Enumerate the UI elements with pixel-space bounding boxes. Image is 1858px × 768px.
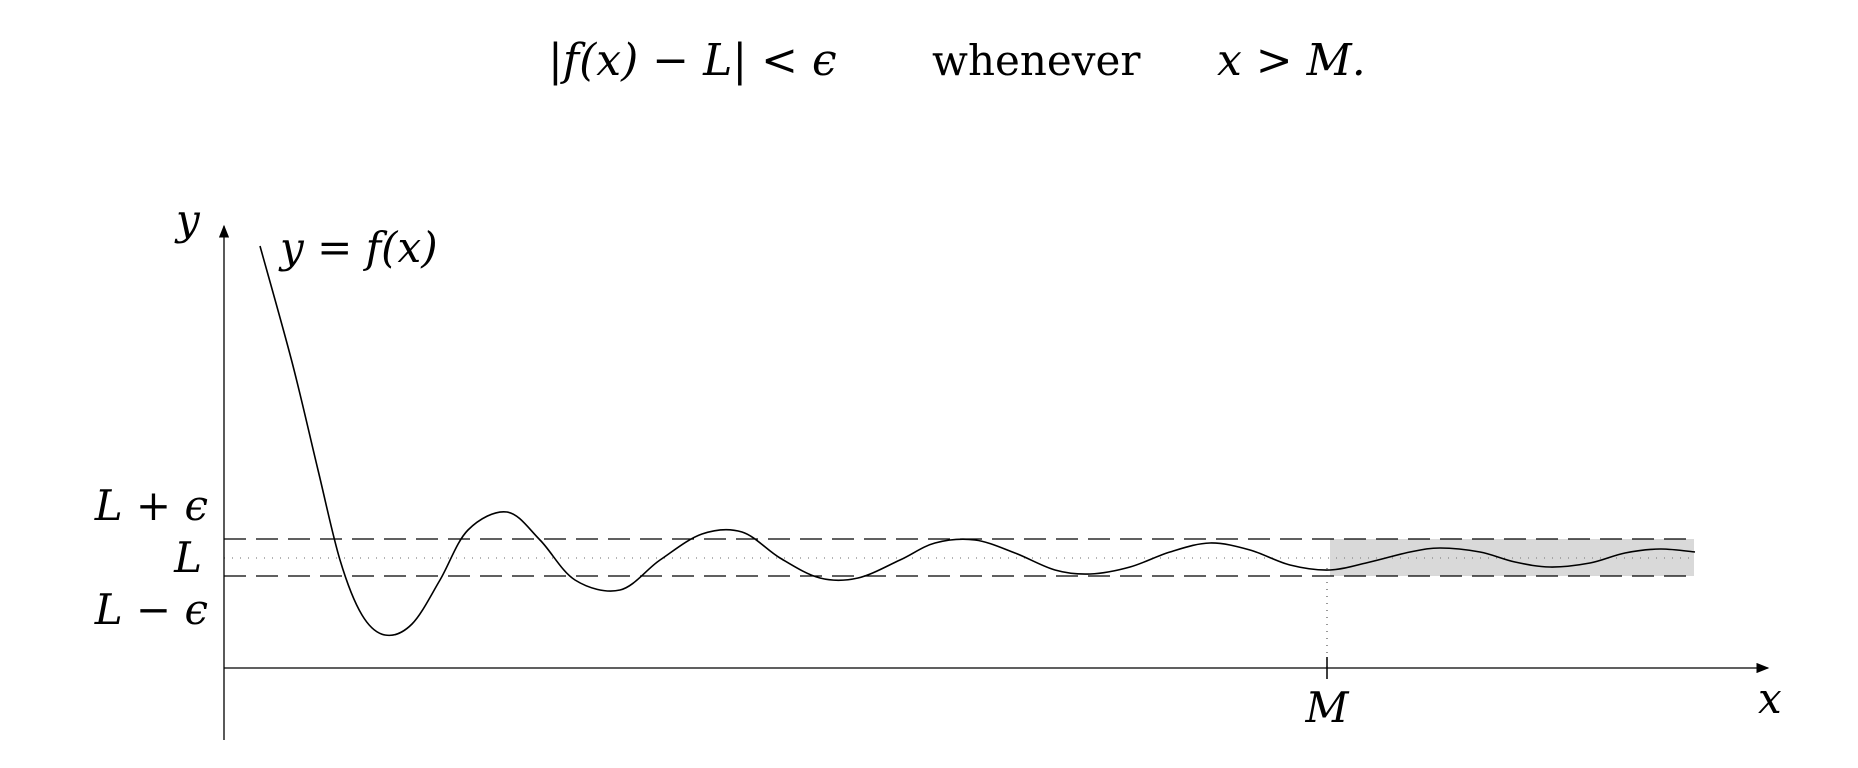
limit-label: L — [173, 533, 202, 582]
m-label: M — [1304, 683, 1349, 732]
x-axis-label: x — [1758, 674, 1782, 723]
upper-bound-label: L + ϵ — [94, 481, 208, 530]
curve-label: y = f(x) — [278, 223, 438, 272]
header-formula: |f(x) − L| < ϵ whenever x > M. — [548, 35, 1366, 86]
condition-text: x > M. — [1217, 35, 1366, 86]
whenever-text: whenever — [932, 36, 1141, 85]
function-curve — [259, 245, 1696, 637]
y-axis-label: y — [174, 195, 201, 244]
lower-bound-label: L − ϵ — [94, 585, 208, 634]
inequality-text: |f(x) − L| < ϵ — [548, 35, 837, 86]
